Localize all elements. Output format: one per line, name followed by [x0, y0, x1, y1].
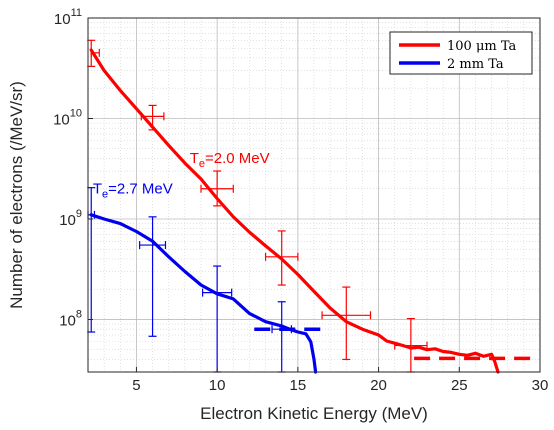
- error-bars: [87, 39, 428, 373]
- x-tick-label: 30: [532, 377, 549, 394]
- legend-label-2mm-ta: 2 mm Ta: [447, 57, 504, 72]
- x-tick-label: 5: [132, 377, 140, 394]
- error-bar-100-m-ta: [200, 170, 234, 207]
- x-tick-label: 25: [451, 377, 468, 394]
- error-bar-100-m-ta: [321, 286, 372, 361]
- error-bar-100-m-ta: [264, 230, 299, 286]
- error-bar-100-m-ta: [140, 104, 165, 131]
- y-tick-label: 1011: [54, 7, 82, 28]
- x-tick-label: 15: [290, 377, 307, 394]
- x-axis-label: Electron Kinetic Energy (MeV): [200, 404, 428, 423]
- annotations: Te=2.0 MeV Te=2.7 MeV: [93, 150, 270, 200]
- y-tick-label: 108: [59, 308, 82, 329]
- legend-label-100um-ta: 100 μm Ta: [447, 39, 517, 54]
- x-tick-label: 20: [370, 377, 387, 394]
- x-tick-label: 10: [209, 377, 226, 394]
- temperature-annotation-1: Te=2.7 MeV: [93, 180, 173, 200]
- y-axis-label: Number of electrons (/MeV/sr): [7, 81, 26, 309]
- series-line-2-mm-ta: [89, 213, 318, 374]
- error-bar-2-mm-ta: [139, 216, 167, 337]
- legend-box: [389, 31, 533, 75]
- plot-frame: [87, 17, 541, 373]
- y-tick-label: 1010: [53, 107, 82, 128]
- axis-ticks: 5 10 15 20 25 30 108 109 1010 1011: [53, 7, 548, 394]
- series-line-100-m-ta: [89, 48, 500, 374]
- error-bar-100-m-ta: [87, 39, 100, 67]
- temperature-annotation-0: Te=2.0 MeV: [190, 150, 270, 170]
- y-tick-label: 109: [59, 208, 82, 229]
- legend: 100 μm Ta 2 mm Ta: [389, 31, 533, 75]
